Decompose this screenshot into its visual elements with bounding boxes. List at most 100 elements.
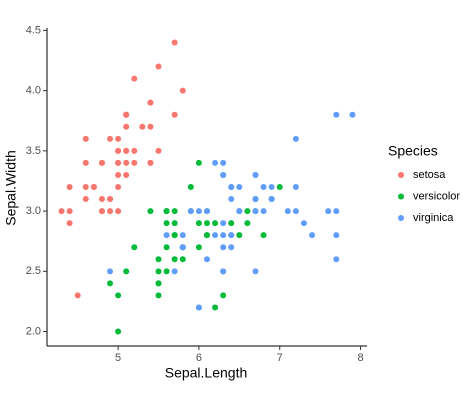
point bbox=[220, 171, 227, 178]
point bbox=[66, 184, 73, 190]
point bbox=[147, 99, 154, 106]
y-tick-label: 2.5 bbox=[26, 265, 41, 277]
point bbox=[90, 184, 97, 190]
point bbox=[171, 256, 178, 263]
point bbox=[244, 220, 251, 227]
point bbox=[66, 208, 73, 215]
point bbox=[220, 244, 227, 251]
point bbox=[82, 184, 89, 190]
point bbox=[228, 184, 235, 190]
point bbox=[204, 256, 210, 263]
point bbox=[212, 304, 219, 311]
point bbox=[171, 111, 178, 118]
point bbox=[228, 244, 235, 251]
x-tick-label: 5 bbox=[115, 352, 121, 364]
point bbox=[212, 220, 219, 227]
point bbox=[66, 220, 73, 227]
point bbox=[163, 220, 170, 227]
point bbox=[220, 232, 227, 239]
point bbox=[260, 232, 267, 239]
point bbox=[171, 268, 178, 275]
point bbox=[107, 196, 114, 203]
point bbox=[115, 328, 122, 335]
x-axis-label: Sepal.Length bbox=[165, 365, 248, 381]
legend-label: setosa bbox=[413, 169, 446, 181]
point bbox=[187, 184, 194, 190]
point bbox=[252, 171, 259, 178]
point bbox=[123, 159, 130, 166]
point bbox=[171, 39, 178, 46]
point bbox=[195, 208, 202, 215]
point bbox=[292, 184, 299, 190]
point bbox=[333, 232, 340, 239]
point bbox=[333, 256, 340, 263]
y-axis-label: Sepal.Width bbox=[3, 150, 19, 225]
point bbox=[179, 232, 186, 239]
point bbox=[139, 123, 146, 130]
point bbox=[115, 208, 122, 215]
point bbox=[236, 208, 243, 215]
point bbox=[115, 135, 122, 142]
point bbox=[131, 244, 138, 251]
point bbox=[236, 232, 243, 239]
legend-marker bbox=[398, 172, 404, 178]
point bbox=[115, 184, 122, 190]
point bbox=[107, 208, 114, 215]
point bbox=[147, 208, 154, 215]
point bbox=[155, 256, 162, 263]
point bbox=[333, 208, 340, 215]
point bbox=[163, 244, 170, 251]
point bbox=[333, 111, 340, 118]
point bbox=[284, 208, 291, 215]
point bbox=[292, 208, 299, 215]
point bbox=[98, 208, 105, 215]
point bbox=[131, 75, 138, 82]
point bbox=[220, 159, 227, 166]
point bbox=[163, 208, 170, 215]
point bbox=[131, 147, 138, 154]
y-tick-label: 2.0 bbox=[26, 325, 41, 337]
point bbox=[268, 184, 275, 190]
legend-label: versicolor bbox=[413, 190, 460, 202]
point bbox=[325, 208, 332, 215]
point bbox=[131, 159, 138, 166]
point bbox=[187, 208, 194, 215]
point bbox=[155, 147, 162, 154]
point bbox=[252, 268, 259, 275]
point bbox=[309, 232, 316, 239]
y-tick-label: 4.0 bbox=[26, 85, 41, 97]
x-tick-label: 6 bbox=[196, 352, 202, 364]
point bbox=[300, 220, 307, 227]
point bbox=[252, 196, 259, 203]
point bbox=[123, 147, 130, 154]
y-tick-label: 4.5 bbox=[26, 24, 41, 36]
point bbox=[115, 292, 122, 299]
point bbox=[204, 208, 210, 215]
point bbox=[195, 304, 202, 311]
point bbox=[115, 159, 122, 166]
x-tick-label: 8 bbox=[357, 352, 363, 364]
y-tick-label: 3.0 bbox=[26, 205, 41, 217]
point bbox=[123, 268, 130, 275]
point bbox=[220, 220, 227, 227]
point bbox=[292, 135, 299, 142]
point bbox=[228, 232, 235, 239]
point bbox=[115, 171, 122, 178]
point bbox=[155, 292, 162, 299]
point bbox=[204, 232, 210, 239]
point bbox=[171, 208, 178, 215]
point bbox=[107, 268, 114, 275]
point bbox=[74, 292, 81, 299]
point bbox=[123, 123, 130, 130]
legend-marker bbox=[398, 193, 404, 200]
point bbox=[268, 196, 275, 203]
point bbox=[98, 159, 105, 166]
point bbox=[349, 111, 356, 118]
point bbox=[155, 280, 162, 287]
point bbox=[107, 280, 114, 287]
point bbox=[236, 184, 243, 190]
point bbox=[260, 208, 267, 215]
point bbox=[82, 159, 89, 166]
